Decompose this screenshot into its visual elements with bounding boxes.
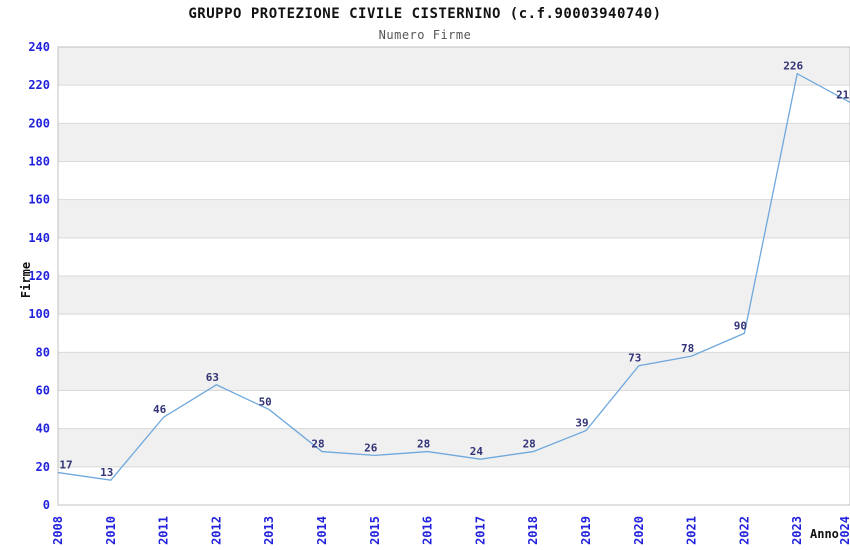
y-tick-label: 140 [28,231,50,245]
x-tick-label: 2011 [157,516,171,545]
x-tick-label: 2010 [104,516,118,545]
x-tick-label: 2022 [737,516,751,545]
y-axis-title: Firme [19,261,33,299]
y-tick-label: 160 [28,193,50,207]
chart-title: GRUPPO PROTEZIONE CIVILE CISTERNINO (c.f… [188,6,662,22]
y-tick-label: 100 [28,307,50,321]
y-tick-label: 40 [36,422,50,436]
grid-band [58,352,850,391]
x-tick-label: 2019 [579,516,593,545]
y-tick-label: 200 [28,116,50,130]
x-axis-title: Anno [810,527,839,541]
data-point-label: 73 [628,352,641,365]
data-point-label: 78 [681,342,694,355]
x-tick-label: 2020 [632,516,646,545]
x-tick-label: 2014 [315,516,329,545]
grid-band [58,199,850,238]
data-point-label: 211 [836,88,850,101]
data-point-label: 39 [575,417,588,430]
data-point-label: 226 [783,60,803,73]
y-tick-label: 240 [28,40,50,54]
y-tick-label: 220 [28,78,50,92]
y-tick-label: 60 [36,384,50,398]
data-point-label: 13 [100,466,113,479]
y-tick-label: 180 [28,155,50,169]
y-tick-label: 80 [36,345,50,359]
grid-band [58,276,850,315]
data-point-label: 63 [206,371,219,384]
x-tick-label: 2021 [685,516,699,545]
x-tick-label: 2018 [526,516,540,545]
data-point-label: 50 [259,396,272,409]
grid-band [58,428,850,467]
x-tick-label: 2012 [209,516,223,545]
data-point-label: 26 [364,441,378,454]
x-tick-label: 2008 [51,516,65,545]
x-tick-label: 2013 [262,516,276,545]
grid-band [58,123,850,162]
grid-band [58,47,850,86]
x-tick-label: 2023 [790,516,804,545]
data-point-label: 24 [470,445,484,458]
x-tick-label: 2016 [421,516,435,545]
data-point-label: 28 [417,438,430,451]
data-point-label: 17 [59,459,72,472]
chart-subtitle: Numero Firme [378,28,472,42]
plot-border [57,46,850,506]
y-tick-label: 120 [28,269,50,283]
data-point-label: 90 [734,319,747,332]
y-tick-label: 20 [36,460,50,474]
data-point-label: 28 [311,438,324,451]
data-point-label: 28 [523,438,536,451]
x-tick-label: 2015 [368,516,382,545]
y-tick-label: 0 [43,498,50,512]
series-line [57,72,850,481]
data-point-label: 46 [153,403,167,416]
x-tick-label: 2017 [473,516,487,545]
x-tick-label: 2024 [838,516,850,545]
